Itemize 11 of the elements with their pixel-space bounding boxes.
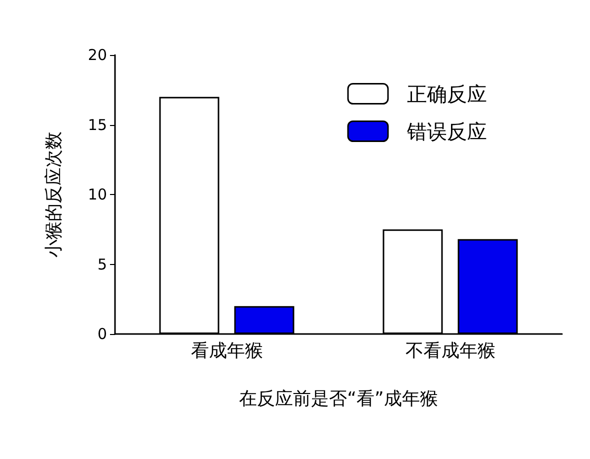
y-tick-label: 10: [88, 186, 107, 204]
y-tick-label: 0: [97, 325, 107, 343]
x-tick-label: 不看成年猴: [405, 340, 496, 362]
y-tick-label: 20: [88, 46, 107, 64]
x-tick-label: 看成年猴: [190, 340, 263, 362]
legend-label: 错误反应: [406, 119, 487, 144]
y-axis-title: 小猴的反应次数: [44, 132, 64, 258]
y-tick-label: 5: [97, 255, 107, 274]
x-axis-title: 在反应前是否“看”成年猴: [239, 388, 438, 410]
y-tick-label: 15: [88, 116, 107, 134]
legend-label: 正确反应: [407, 82, 487, 106]
